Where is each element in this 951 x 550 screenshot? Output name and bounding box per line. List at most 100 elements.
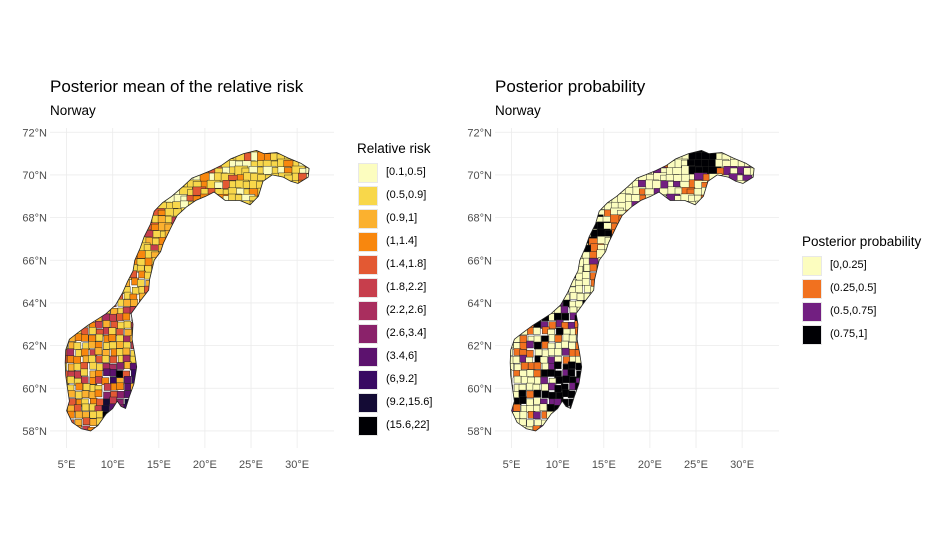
municipality [137,321,146,329]
municipality [180,447,187,454]
municipality [334,278,341,285]
municipality [236,244,250,259]
municipality [485,224,498,237]
municipality [220,265,229,273]
municipality [519,293,528,302]
municipality [568,221,582,236]
municipality [499,420,506,427]
municipality [574,153,589,167]
municipality [596,125,609,138]
municipality [276,319,285,328]
municipality [773,161,786,174]
municipality [583,153,597,168]
municipality [547,150,562,159]
municipality [716,397,725,405]
municipality [547,229,561,244]
municipality [673,209,688,224]
municipality [299,216,310,230]
municipality [333,377,340,384]
municipality [526,228,540,243]
municipality [166,313,175,322]
municipality [612,119,625,132]
municipality [780,301,787,308]
municipality [660,404,669,412]
municipality [89,453,96,460]
municipality [110,321,119,329]
municipality [686,306,695,314]
municipality [87,159,102,173]
municipality [730,264,738,273]
municipality [575,230,590,244]
municipality [554,244,568,258]
municipality [68,286,77,294]
municipality [172,150,186,154]
legend-entry: (15.6,22] [358,416,488,438]
municipality [518,243,533,257]
municipality [632,237,647,252]
municipality [486,370,493,377]
municipality [493,455,500,462]
municipality [89,441,96,448]
municipality [192,418,201,426]
municipality [721,293,730,301]
municipality [102,230,117,244]
municipality [269,150,284,153]
municipality [263,286,271,294]
municipality [520,362,529,370]
municipality [180,354,188,363]
municipality [270,188,285,202]
municipality [334,453,341,460]
municipality [144,383,153,392]
municipality [173,229,188,244]
municipality [110,271,118,279]
municipality [227,202,242,217]
legend-swatch [358,370,378,390]
municipality [596,361,604,370]
municipality [146,118,159,131]
municipality [707,348,716,356]
municipality [700,201,715,215]
municipality [681,264,689,272]
municipality [283,419,292,427]
municipality [667,237,682,252]
municipality [115,229,130,243]
municipality [603,150,618,152]
municipality [256,230,270,244]
municipality [701,263,710,272]
municipality [312,238,325,251]
municipality [695,117,708,130]
municipality [603,257,617,271]
municipality [215,285,224,293]
municipality [166,279,175,287]
municipality [785,140,798,153]
municipality [674,237,688,251]
municipality [242,230,257,245]
municipality [68,200,83,215]
municipality [181,454,188,461]
municipality [124,264,133,273]
municipality [110,202,124,217]
municipality [771,447,778,454]
municipality [554,384,562,393]
municipality [68,150,82,152]
municipality [560,150,575,160]
municipality [749,348,755,356]
municipality [278,150,292,152]
municipality [773,117,786,130]
municipality [292,285,300,294]
municipality [222,426,230,431]
municipality [122,150,137,153]
municipality [695,243,710,258]
municipality [215,377,224,385]
municipality [787,230,800,243]
municipality [512,441,519,448]
municipality [730,425,739,431]
municipality [603,299,611,308]
municipality [256,251,271,265]
municipality [765,306,772,313]
municipality [512,355,521,364]
municipality [220,326,229,335]
municipality [786,455,793,462]
municipality [588,356,597,364]
municipality [74,432,81,439]
